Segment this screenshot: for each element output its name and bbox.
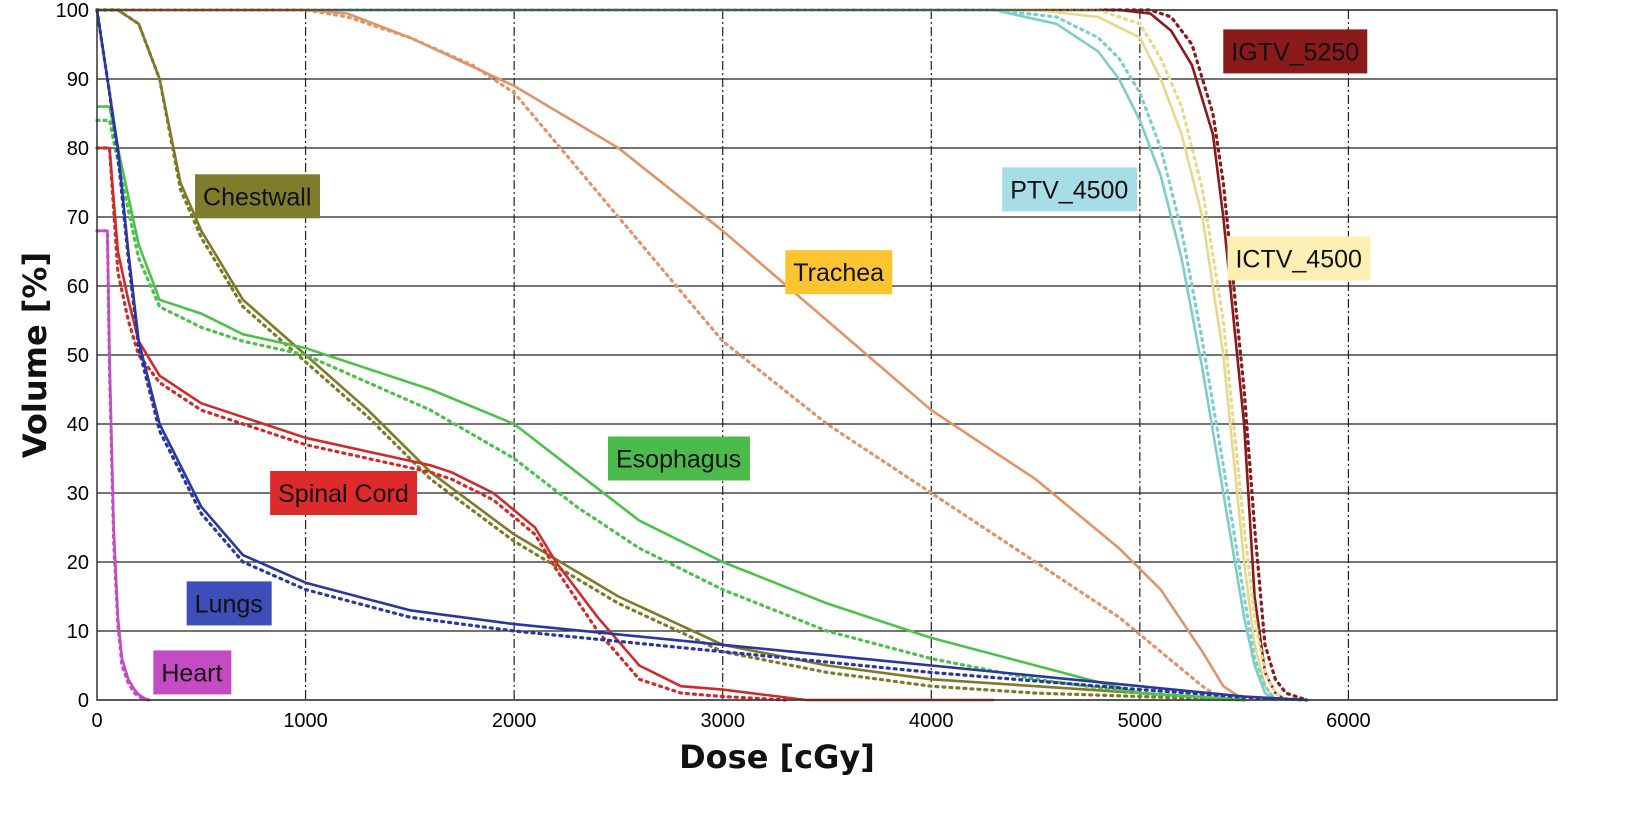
y-tick-label: 90 — [67, 69, 89, 91]
chestwall-dotted-line — [95, 8, 1246, 702]
y-tick-label: 80 — [67, 138, 89, 160]
spinal-cord-label-text: Spinal Cord — [278, 480, 409, 508]
chestwall-solid-line — [97, 8, 1245, 702]
chestwall-label-text: Chestwall — [203, 183, 311, 211]
chestwall-label-box — [195, 174, 321, 219]
y-tick-label: 70 — [67, 207, 89, 229]
heart-label: Heart — [153, 650, 232, 695]
igtv-5250-label-text: IGTV_5250 — [1231, 38, 1359, 66]
trachea-label: Trachea — [785, 250, 893, 295]
trachea-label-text: Trachea — [793, 259, 884, 287]
lungs-label: Lungs — [186, 581, 272, 626]
chestwall-label: Chestwall — [195, 174, 321, 219]
ictv-4500-solid-line — [97, 8, 1277, 701]
y-tick-label: 0 — [78, 690, 89, 712]
x-tick-label: 5000 — [1118, 710, 1163, 732]
esophagus-dotted-line — [95, 118, 1246, 702]
series-lines — [95, 8, 1309, 702]
trachea-dotted-line — [95, 8, 1225, 702]
heart-label-text: Heart — [161, 659, 222, 687]
x-tick-label: 6000 — [1326, 710, 1371, 732]
ptv-4500-label-text: PTV_4500 — [1010, 176, 1128, 204]
ptv-4500-label: PTV_4500 — [1002, 167, 1138, 212]
ictv-4500-label: ICTV_4500 — [1227, 236, 1371, 281]
ictv-4500-label-text: ICTV_4500 — [1235, 245, 1361, 273]
y-axis-ticks: 0 10 20 30 40 50 60 70 80 90 100 — [56, 0, 89, 712]
spinal-cord-label-box — [270, 471, 418, 515]
x-tick-label: 0 — [91, 710, 102, 732]
ptv-4500-solid-line — [97, 8, 1277, 702]
ptv-4500-dotted-line — [95, 8, 1277, 702]
y-tick-label: 100 — [56, 0, 89, 22]
heart-label-box — [153, 650, 232, 695]
y-tick-label: 20 — [67, 552, 89, 574]
ictv-4500-dotted-line — [95, 8, 1288, 702]
esophagus-label-box — [608, 436, 750, 481]
x-tick-label: 4000 — [909, 710, 954, 732]
x-axis-ticks: 0 1000 2000 3000 4000 5000 6000 — [91, 710, 1370, 732]
y-tick-label: 40 — [67, 414, 89, 436]
lungs-label-text: Lungs — [195, 590, 263, 618]
x-tick-label: 1000 — [283, 710, 328, 732]
x-tick-label: 2000 — [492, 710, 537, 732]
igtv-5250-label-box — [1223, 29, 1368, 74]
y-tick-label: 50 — [67, 345, 89, 367]
heart-dotted-line — [95, 229, 151, 702]
grid — [97, 9, 1557, 701]
x-axis-title: Dose [cGy] — [679, 738, 875, 776]
heart-solid-line — [97, 229, 150, 702]
trachea-solid-line — [97, 8, 1245, 702]
lungs-solid-line — [95, 9, 1307, 702]
y-tick-label: 10 — [67, 621, 89, 643]
trachea-label-box — [785, 250, 893, 295]
esophagus-label-text: Esophagus — [616, 446, 741, 474]
igtv-5250-label: IGTV_5250 — [1223, 29, 1368, 74]
y-tick-label: 60 — [67, 276, 89, 298]
y-tick-label: 30 — [67, 483, 89, 505]
spinal-cord-solid-line — [97, 146, 994, 702]
spinal-cord-dotted-line — [95, 146, 787, 702]
esophagus-label: Esophagus — [608, 436, 750, 481]
esophagus-solid-line — [97, 105, 1245, 702]
x-tick-label: 3000 — [700, 710, 745, 732]
ptv-4500-label-box — [1002, 167, 1138, 212]
series-labels: IGTV_5250 ICTV_4500 PTV_4500 Trachea Chestwa… — [153, 29, 1371, 695]
ictv-4500-label-box — [1227, 236, 1371, 281]
lungs-label-box — [186, 581, 272, 626]
plot-frame — [96, 9, 1558, 701]
y-axis-title: Volume [%] — [16, 252, 54, 458]
spinal-cord-label: Spinal Cord — [270, 471, 418, 515]
